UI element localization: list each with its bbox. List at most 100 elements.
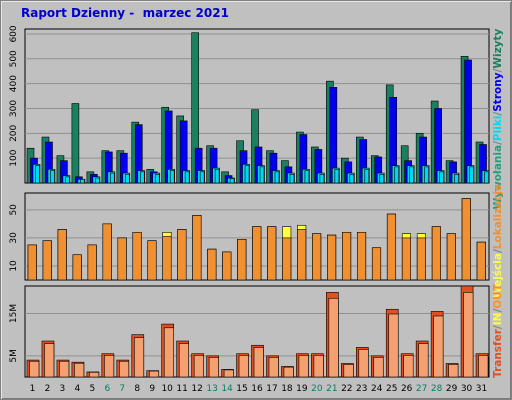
wizyty-bar (125, 174, 130, 184)
legend-panel-3-entry: IN (492, 313, 504, 326)
wizyty-bar (424, 166, 429, 184)
lokalizacje-bar (162, 236, 172, 281)
x-axis-day-label: 18 (281, 384, 293, 394)
x-axis-day-label: 2 (45, 384, 51, 394)
transfer-out-bar (463, 292, 474, 378)
lokalizacje-bar (252, 226, 262, 281)
x-axis-day-label: 7 (119, 384, 125, 394)
transfer-out-bar (253, 347, 264, 378)
transfer-out-bar (313, 355, 324, 378)
wizyty-bar (50, 170, 55, 184)
x-axis-day-label: 27 (416, 384, 427, 394)
x-axis-day-label: 4 (75, 384, 81, 394)
lokalizacje-bar (282, 237, 292, 281)
wizyty-bar (304, 170, 310, 184)
wizyty-bar (229, 178, 235, 184)
panel-1-y-tick-label: 600 (9, 25, 19, 42)
lokalizacje-bar (147, 240, 157, 281)
panel-2-y-tick-label: 10 (9, 260, 19, 272)
lokalizacje-bar (117, 237, 127, 281)
panel-3-y-tick-label: 15M (9, 304, 19, 323)
transfer-out-bar (433, 315, 444, 378)
legend-panel-2-entry: Lokalizacje (492, 184, 504, 249)
x-axis-day-label: 9 (149, 384, 155, 394)
panel-1-y-tick-label: 500 (9, 50, 19, 67)
x-axis-day-label: 28 (431, 384, 443, 394)
panel-1-y-tick-label: 100 (9, 149, 19, 166)
legend-panel-1-entry: / (492, 68, 504, 72)
wizyty-bar (484, 171, 489, 184)
lokalizacje-bar (312, 233, 322, 281)
x-axis-day-label: 12 (191, 384, 202, 394)
wizyty-bar (454, 174, 459, 184)
transfer-out-bar (74, 362, 85, 378)
transfer-out-bar (418, 343, 429, 378)
transfer-out-bar (163, 327, 175, 378)
transfer-out-bar (403, 355, 414, 378)
x-axis-day-label: 10 (161, 384, 173, 394)
transfer-out-bar (343, 364, 354, 378)
legend-panel-1: Wywołania/Pliki/Strony/Wizyty (492, 28, 504, 209)
lokalizacje-bar (401, 237, 411, 281)
legend-panel-1-entry: Strony (492, 72, 504, 111)
lokalizacje-bar (72, 254, 82, 281)
pliki-bar (464, 59, 472, 184)
legend-panel-3-entry: / (492, 309, 504, 313)
x-axis-day-label: 25 (386, 384, 397, 394)
x-axis-day-label: 14 (221, 384, 233, 394)
x-axis-day-label: 1 (30, 384, 36, 394)
wizyty-bar (199, 171, 205, 184)
x-axis-day-label: 13 (206, 384, 217, 394)
lokalizacje-bar (327, 234, 337, 281)
lokalizacje-bar (297, 229, 307, 281)
wywolania-bar (71, 103, 80, 184)
transfer-out-bar (208, 357, 219, 378)
transfer-out-bar (44, 343, 55, 378)
x-axis-day-label: 23 (356, 384, 367, 394)
wizyty-bar (184, 171, 190, 184)
x-axis-day-label: 15 (236, 384, 247, 394)
transfer-out-bar (223, 369, 234, 378)
transfer-out-bar (328, 297, 339, 378)
transfer-out-bar (148, 370, 160, 378)
wizyty-bar (349, 174, 355, 184)
transfer-out-bar (89, 371, 100, 378)
legend-panel-3-entry: / (492, 325, 504, 329)
legend-panel-3-entry: Transfer (492, 328, 504, 378)
lokalizacje-bar (57, 229, 67, 281)
wizyty-bar (469, 166, 474, 184)
lokalizacje-bar (207, 248, 217, 281)
panel-1-y-tick-label: 300 (9, 100, 19, 117)
lokalizacje-bar (132, 231, 142, 281)
panel-2-y-tick-label: 30 (9, 232, 19, 244)
wizyty-bar (95, 177, 100, 184)
wizyty-bar (154, 174, 160, 184)
transfer-out-bar (193, 355, 204, 378)
panel-3-y-tick-label: 5M (9, 349, 19, 363)
x-axis-day-label: 17 (266, 384, 277, 394)
lokalizacje-bar (87, 244, 97, 281)
panel-1-y-tick-label: 200 (9, 124, 19, 141)
x-axis-day-label: 19 (296, 384, 308, 394)
lokalizacje-bar (356, 231, 367, 281)
chart-title: Raport Dzienny - marzec 2021 (21, 6, 229, 20)
transfer-out-bar (104, 355, 115, 378)
transfer-out-bar (373, 357, 384, 378)
x-axis-day-label: 24 (371, 384, 383, 394)
lokalizacje-bar (431, 226, 441, 281)
lokalizacje-bar (386, 213, 397, 281)
wizyty-bar (394, 166, 400, 184)
x-axis-day-label: 30 (461, 384, 473, 394)
wizyty-bar (289, 174, 295, 184)
x-axis-day-label: 29 (446, 384, 458, 394)
transfer-out-bar (178, 343, 189, 378)
panel-1-y-tick-label: 400 (9, 75, 19, 92)
x-axis-day-label: 6 (104, 384, 110, 394)
wizyty-bar (259, 166, 265, 184)
legend-panel-2-entry: / (492, 249, 504, 253)
lokalizacje-bar (102, 223, 112, 281)
transfer-out-bar (478, 355, 489, 378)
x-axis-day-label: 20 (311, 384, 323, 394)
